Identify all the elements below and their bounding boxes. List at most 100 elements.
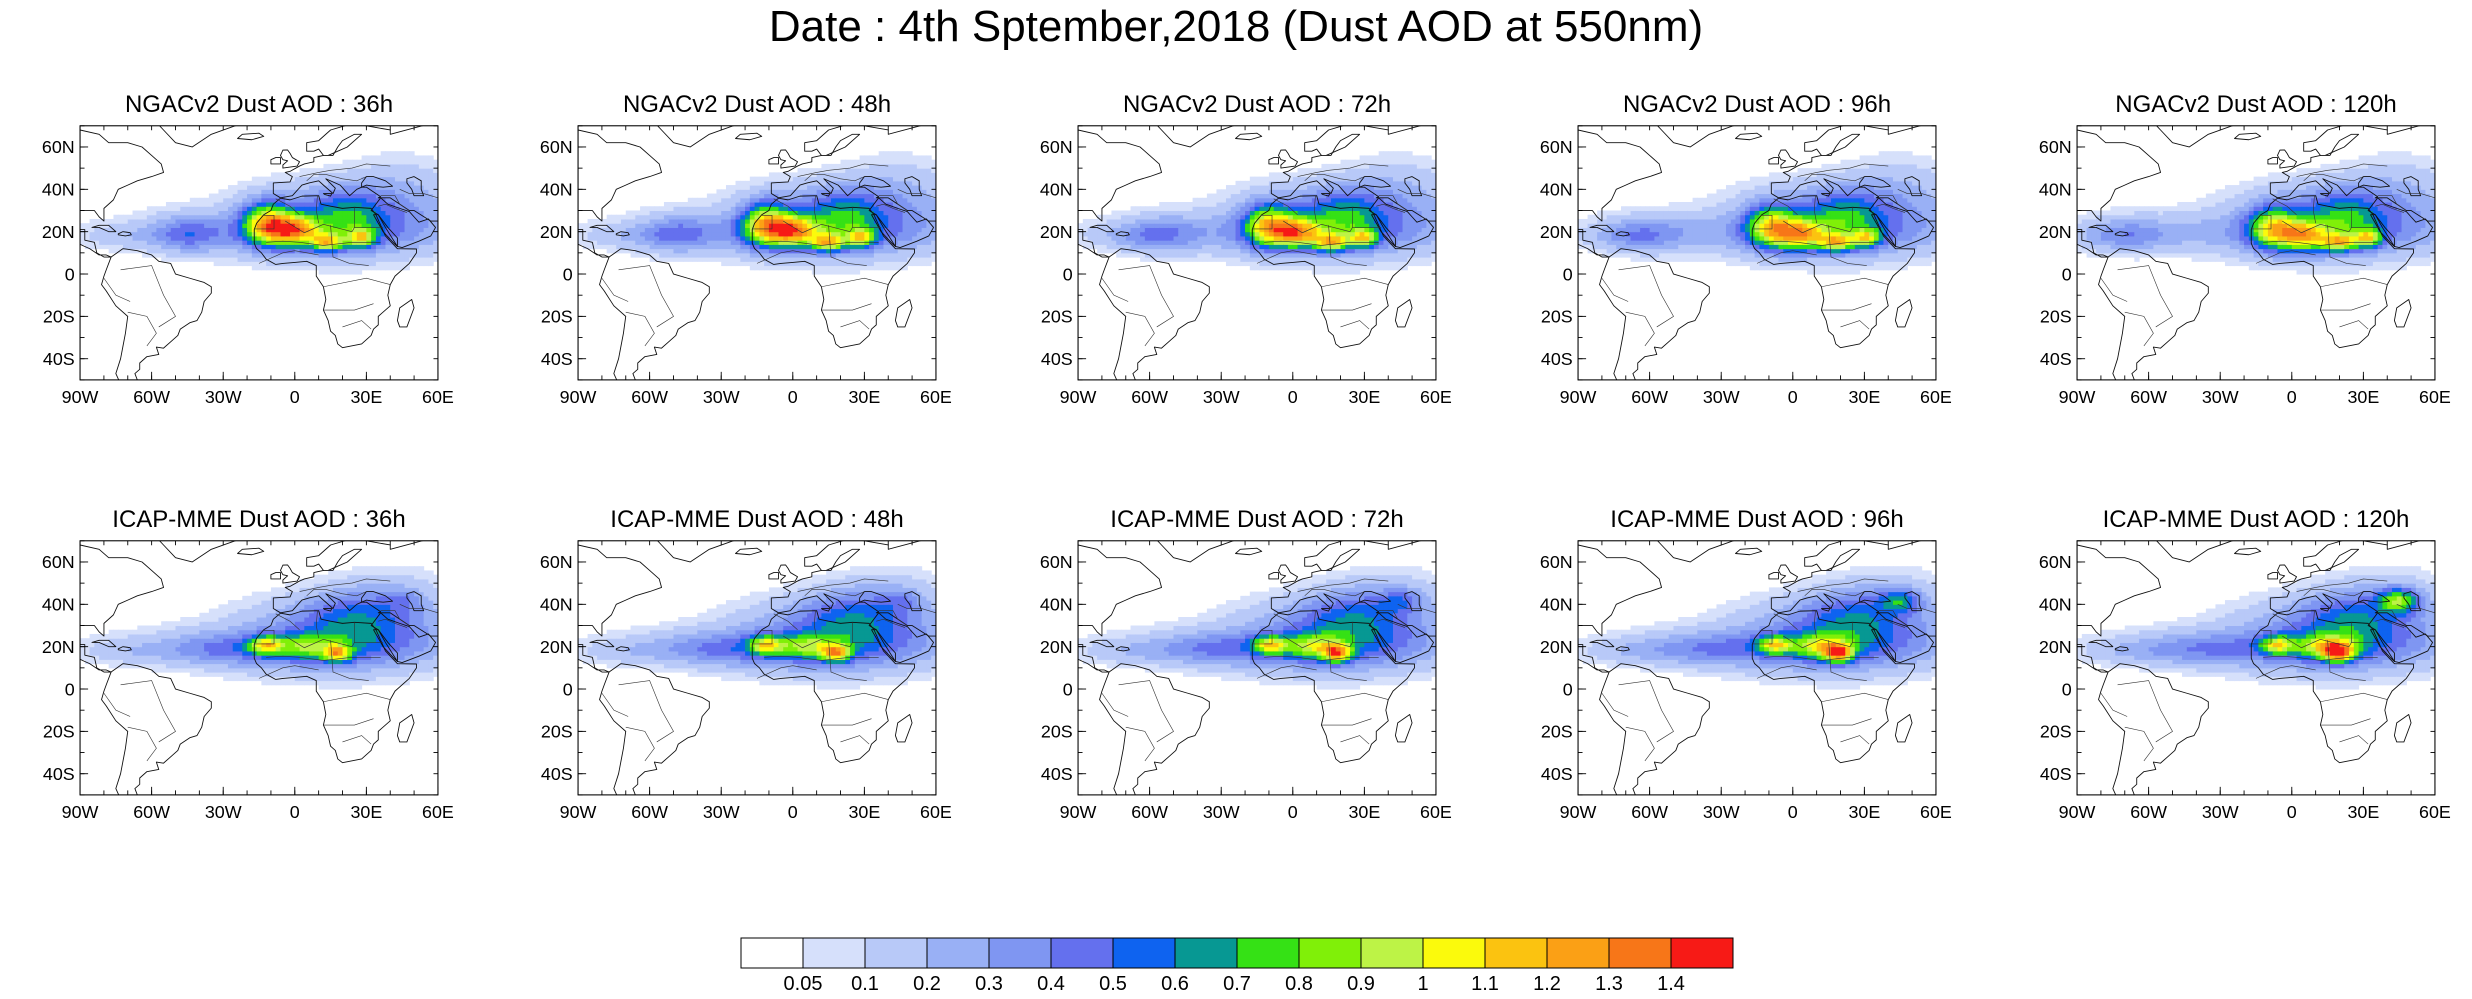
lon-tick-label: 30W — [1703, 387, 1740, 407]
lat-tick-label: 40S — [541, 349, 573, 369]
lat-tick-label: 20S — [1041, 307, 1073, 327]
map-content — [578, 98, 936, 384]
map-content — [80, 513, 438, 799]
lat-tick-label: 40N — [1040, 595, 1073, 615]
lon-tick-label: 0 — [290, 802, 300, 822]
map-content — [80, 98, 438, 384]
lat-tick-label: 0 — [1563, 264, 1573, 284]
lat-tick-label: 20N — [2039, 222, 2072, 242]
lon-tick-label: 60W — [1131, 802, 1168, 822]
lat-tick-label: 0 — [1063, 264, 1073, 284]
colorbar-swatch — [803, 938, 865, 968]
colorbar-label: 0.2 — [913, 973, 941, 995]
lat-tick-label: 60N — [540, 137, 573, 157]
colorbar-swatch — [927, 938, 989, 968]
lon-tick-label: 60W — [1631, 387, 1668, 407]
lat-tick-label: 40N — [540, 180, 573, 200]
lat-tick-label: 40N — [1540, 180, 1573, 200]
lat-tick-label: 0 — [1063, 679, 1073, 699]
lon-tick-label: 30W — [205, 387, 242, 407]
lat-tick-label: 60N — [2039, 137, 2072, 157]
lat-tick-label: 60N — [1040, 552, 1073, 572]
lon-tick-label: 30E — [350, 387, 382, 407]
lat-tick-label: 40S — [1041, 764, 1073, 784]
lat-tick-label: 20N — [42, 222, 75, 242]
map-content — [1078, 513, 1436, 799]
lat-tick-label: 60N — [1540, 137, 1573, 157]
lon-tick-label: 30W — [1203, 802, 1240, 822]
lon-tick-label: 30E — [2347, 802, 2379, 822]
lon-tick-label: 60W — [2130, 387, 2167, 407]
lon-tick-label: 60E — [422, 387, 454, 407]
lat-tick-label: 40S — [43, 764, 75, 784]
lon-tick-label: 60E — [920, 387, 952, 407]
colorbar-swatch — [989, 938, 1051, 968]
lon-tick-label: 30E — [350, 802, 382, 822]
lon-tick-label: 90W — [62, 387, 99, 407]
lat-tick-label: 0 — [2062, 264, 2072, 284]
lat-tick-label: 0 — [65, 264, 75, 284]
lon-tick-label: 30E — [1848, 802, 1880, 822]
lat-tick-label: 40N — [1540, 595, 1573, 615]
lat-tick-label: 20N — [540, 222, 573, 242]
lat-tick-label: 20S — [43, 307, 75, 327]
lon-tick-label: 0 — [788, 387, 798, 407]
lat-tick-label: 40S — [2040, 349, 2072, 369]
lon-tick-label: 90W — [1060, 802, 1097, 822]
lon-tick-label: 60E — [1920, 387, 1952, 407]
lat-tick-label: 40N — [42, 180, 75, 200]
colorbar-label: 1.3 — [1595, 973, 1623, 995]
lat-tick-label: 40S — [541, 764, 573, 784]
lon-tick-label: 60W — [133, 802, 170, 822]
lon-tick-label: 60E — [1420, 387, 1452, 407]
lat-tick-label: 20S — [43, 722, 75, 742]
lat-tick-label: 0 — [1563, 679, 1573, 699]
map-content — [2077, 98, 2435, 384]
colorbar-label: 0.9 — [1347, 973, 1375, 995]
lon-tick-label: 0 — [788, 802, 798, 822]
lon-tick-label: 90W — [1560, 387, 1597, 407]
lat-tick-label: 20N — [42, 637, 75, 657]
lon-tick-label: 60E — [422, 802, 454, 822]
lon-tick-label: 0 — [2287, 387, 2297, 407]
lat-tick-label: 20N — [1540, 222, 1573, 242]
lon-tick-label: 30W — [1703, 802, 1740, 822]
lon-tick-label: 30E — [848, 802, 880, 822]
lon-tick-label: 0 — [290, 387, 300, 407]
lon-tick-label: 30W — [2202, 802, 2239, 822]
colorbar-label: 0.7 — [1223, 973, 1251, 995]
lon-tick-label: 60E — [2419, 387, 2451, 407]
colorbar-label: 1.1 — [1471, 973, 1499, 995]
lon-tick-label: 30E — [2347, 387, 2379, 407]
lat-tick-label: 60N — [42, 137, 75, 157]
lat-tick-label: 40S — [2040, 764, 2072, 784]
colorbar-label: 0.5 — [1099, 973, 1127, 995]
colorbar-label: 0.3 — [975, 973, 1003, 995]
colorbar-swatch — [1423, 938, 1485, 968]
lon-tick-label: 30E — [1348, 802, 1380, 822]
colorbar-swatch — [865, 938, 927, 968]
colorbar-label: 0.1 — [851, 973, 879, 995]
colorbar-swatch — [1547, 938, 1609, 968]
lon-tick-label: 30E — [1848, 387, 1880, 407]
lon-tick-label: 30W — [2202, 387, 2239, 407]
lat-tick-label: 20S — [1541, 307, 1573, 327]
map-content — [1078, 98, 1436, 384]
lat-tick-label: 20S — [541, 307, 573, 327]
colorbar-label: 1 — [1417, 973, 1428, 995]
lon-tick-label: 30W — [205, 802, 242, 822]
map-content — [2077, 513, 2435, 799]
lon-tick-label: 30W — [1203, 387, 1240, 407]
lon-tick-label: 60E — [2419, 802, 2451, 822]
lat-tick-label: 20S — [541, 722, 573, 742]
lat-tick-label: 40N — [2039, 180, 2072, 200]
